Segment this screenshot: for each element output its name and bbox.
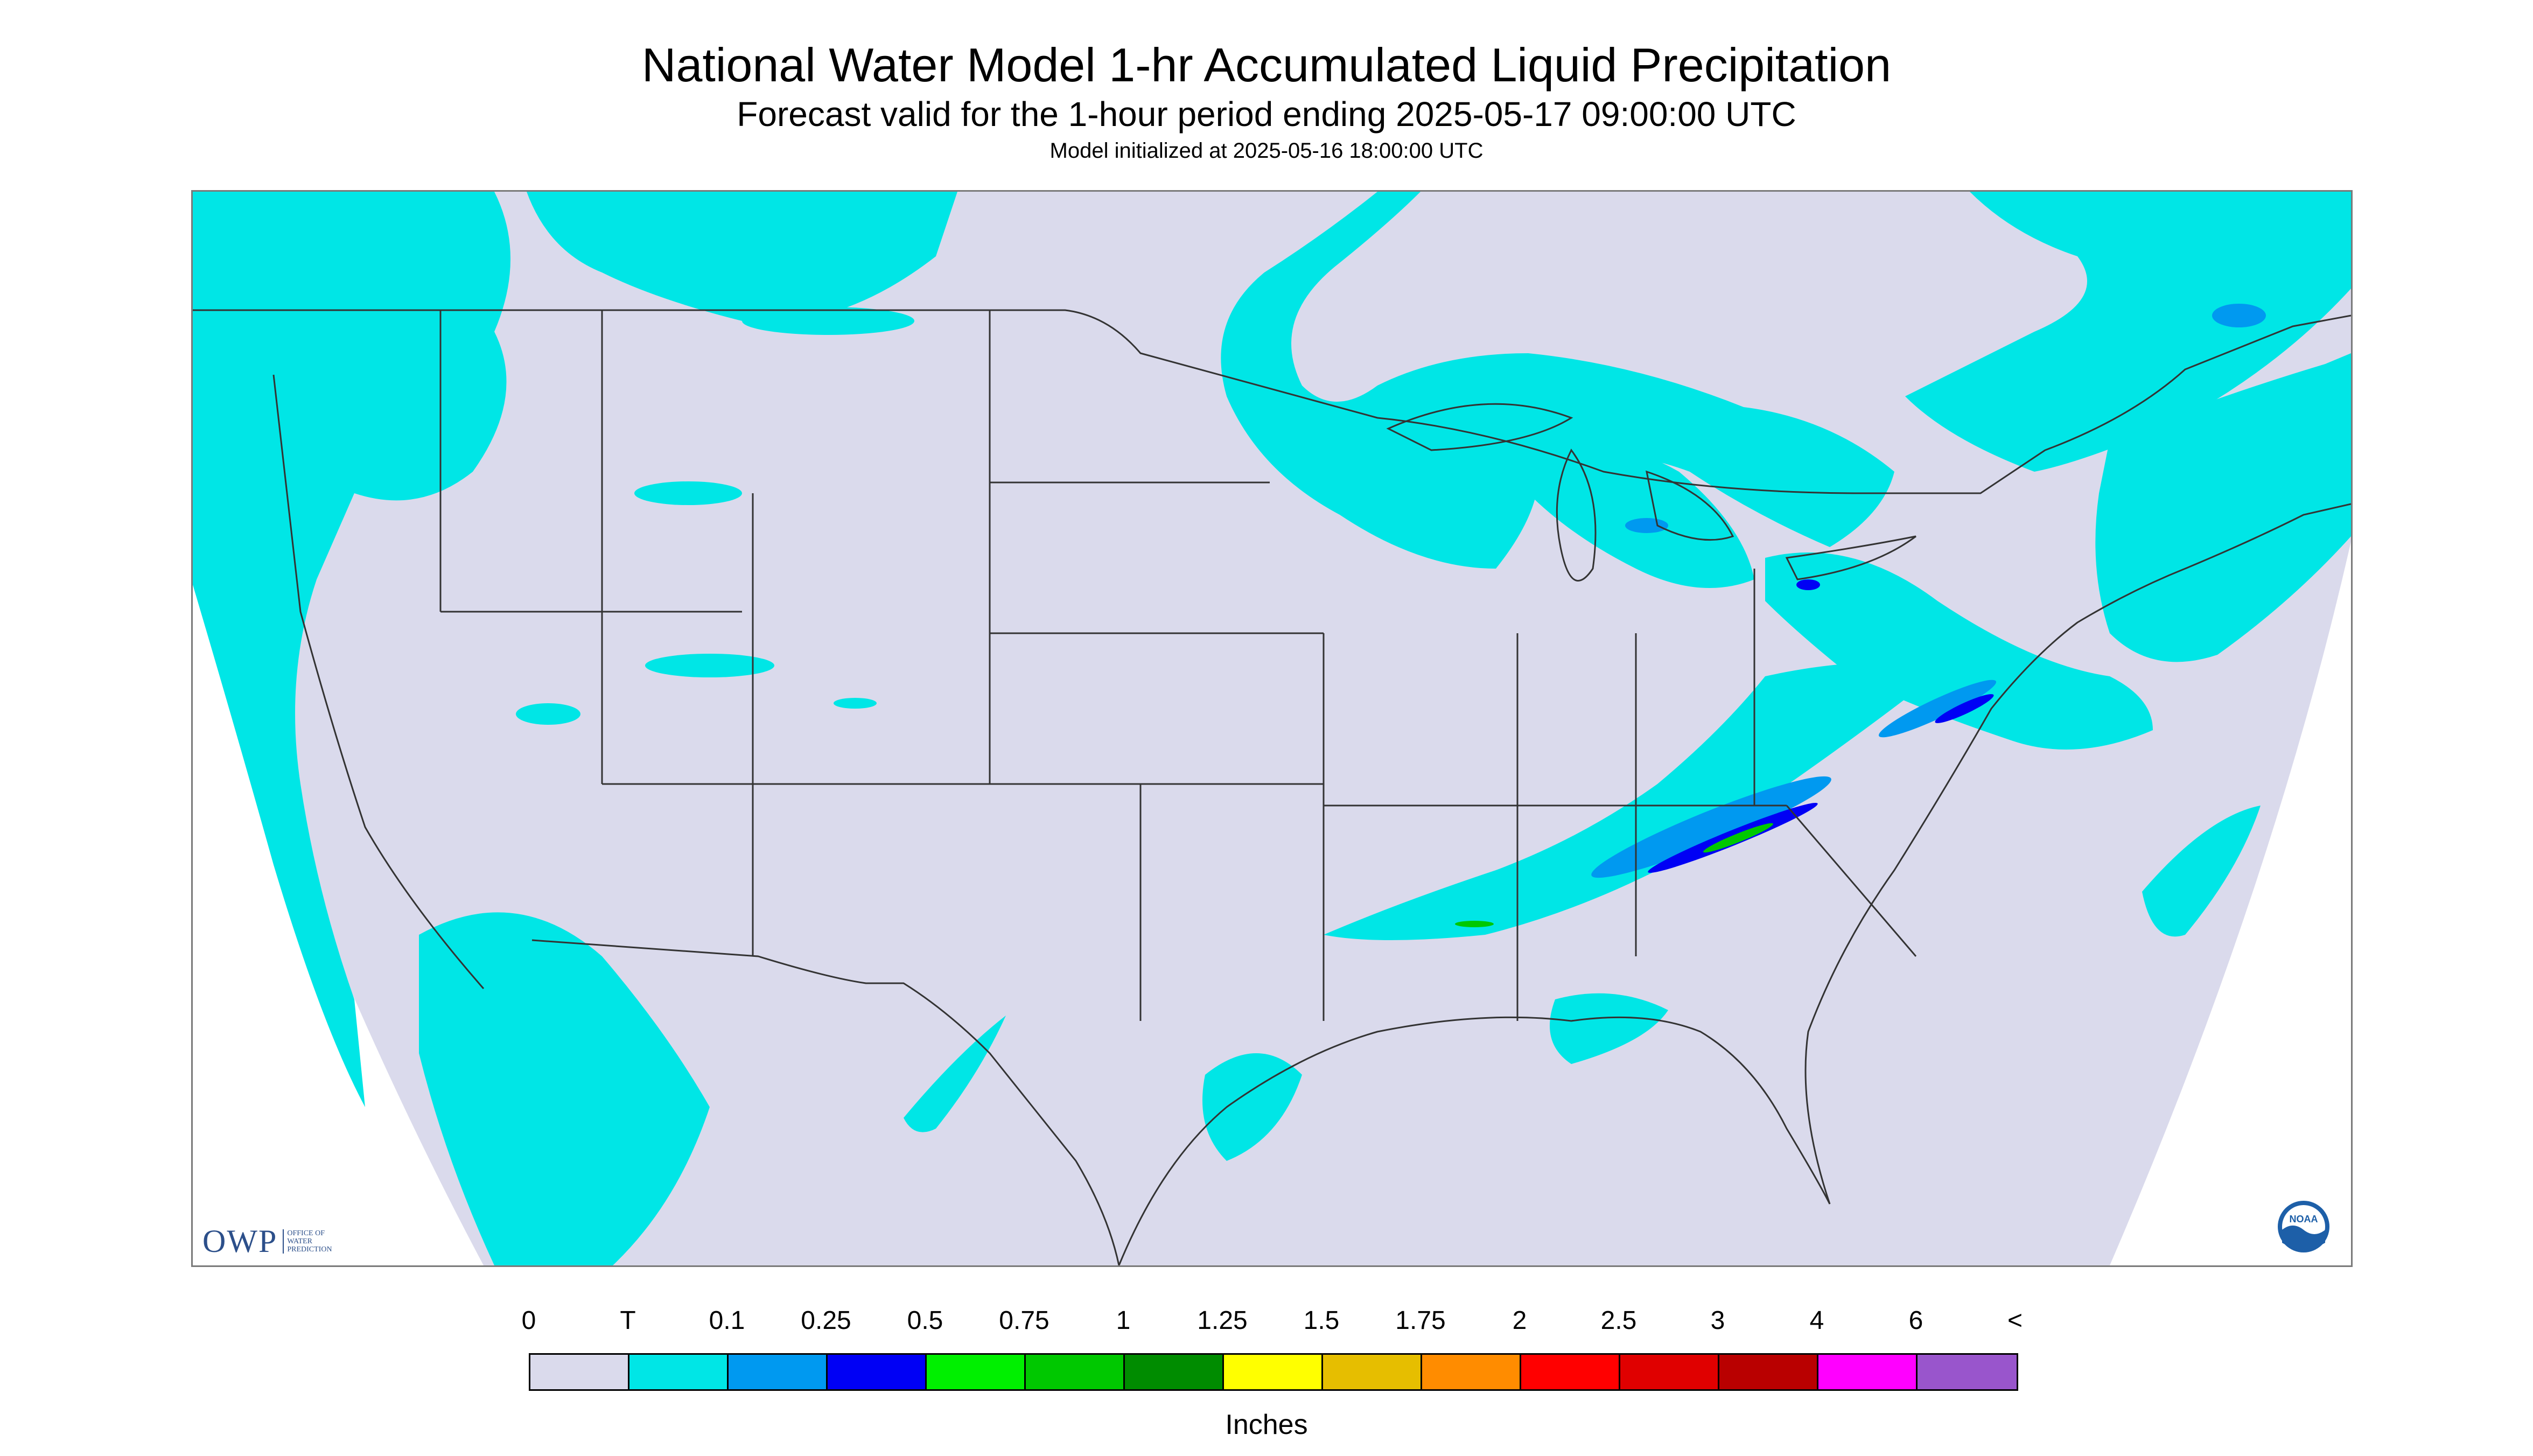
northeast-canada-precip — [1905, 192, 2351, 472]
legend-label: 0.25 — [801, 1306, 851, 1335]
legend-swatch — [828, 1355, 927, 1389]
michigan-precip — [1528, 443, 1754, 588]
legend-labels: 0 T 0.1 0.25 0.5 0.75 1 1.25 1.5 1.75 2 2.5 3 4 6 < — [522, 1306, 2023, 1338]
texas-coast-precip — [1202, 1053, 1302, 1161]
colorado-precip — [645, 654, 774, 677]
legend-swatch — [1125, 1355, 1224, 1389]
legend-swatch — [1224, 1355, 1323, 1389]
montana-precip — [742, 307, 914, 335]
legend-swatch — [1719, 1355, 1818, 1389]
michigan-light-core — [1625, 518, 1668, 533]
legend-label: 2 — [1512, 1306, 1527, 1335]
mexico-border — [531, 939, 1120, 1265]
lake-moderate-core — [1796, 579, 1820, 590]
state-line-central — [990, 481, 1325, 1021]
map-subtitle: Forecast valid for the 1-hour period end… — [737, 95, 1796, 134]
legend-swatch — [1620, 1355, 1719, 1389]
mississippi-heavy-core — [1455, 921, 1494, 927]
idaho-precip — [634, 481, 742, 505]
legend-label: 1.25 — [1197, 1306, 1248, 1335]
gulf-coast-precip — [1550, 993, 1668, 1064]
legend-label: 4 — [1809, 1306, 1824, 1335]
trace-precip-areas — [193, 192, 2351, 1265]
southeast-heavy-core — [1703, 823, 1773, 853]
legend-swatch — [1422, 1355, 1521, 1389]
legend-label: 1.75 — [1395, 1306, 1446, 1335]
legend-label: 0 — [521, 1306, 536, 1335]
nebraska-precip — [834, 698, 877, 709]
legend-label: 2.5 — [1600, 1306, 1637, 1335]
noaa-logo: NOAA — [2278, 1201, 2329, 1252]
legend-label: 0.1 — [709, 1306, 745, 1335]
northern-plains-precip — [527, 192, 957, 323]
heavy-precip-areas — [1455, 823, 1773, 927]
state-line-west — [439, 310, 991, 956]
legend-color-bar — [529, 1353, 2018, 1391]
legend-units: Inches — [1225, 1409, 1308, 1440]
legend-swatch — [1818, 1355, 1918, 1389]
legend-label: 3 — [1710, 1306, 1725, 1335]
great-lakes-swirl — [1065, 192, 1894, 569]
legend-label: 0.5 — [907, 1306, 943, 1335]
legend-swatch — [1323, 1355, 1422, 1389]
noaa-logo-text: NOAA — [2290, 1214, 2318, 1224]
baja-offshore-precip — [419, 912, 710, 1265]
gulf-coast — [1118, 1016, 1831, 1265]
state-line-east — [1324, 569, 1917, 1021]
owp-logo-letters: OWP — [202, 1223, 278, 1259]
appalachian-light-core — [1591, 776, 1831, 878]
legend-label: 6 — [1908, 1306, 1923, 1335]
pacific-northwest-precip — [193, 192, 510, 1107]
legend-label: 1.5 — [1303, 1306, 1340, 1335]
canada-border — [193, 309, 2351, 494]
mid-atlantic-light-core — [1878, 680, 1997, 738]
legend-swatch — [1918, 1355, 2017, 1389]
legend-swatch — [927, 1355, 1026, 1389]
map-svg — [193, 192, 2351, 1265]
quebec-light-core — [2212, 304, 2266, 327]
legend-swatch — [1026, 1355, 1125, 1389]
legend-swatch — [729, 1355, 828, 1389]
atlantic-offshore-precip — [2142, 806, 2261, 937]
legend-label: 1 — [1116, 1306, 1131, 1335]
owp-logo-subtext: OFFICE OF WATER PREDICTION — [283, 1229, 332, 1254]
utah-precip — [516, 703, 580, 725]
owp-logo: OWP OFFICE OF WATER PREDICTION — [202, 1223, 332, 1260]
mid-atlantic-precip — [1765, 552, 2153, 750]
geographic-borders — [193, 309, 2351, 1265]
owp-line-3: PREDICTION — [287, 1245, 332, 1254]
legend-swatch — [629, 1355, 729, 1389]
new-england-precip — [2095, 353, 2351, 662]
legend-label: T — [620, 1306, 636, 1335]
atlantic-coast — [1804, 503, 2351, 1205]
model-init-line: Model initialized at 2025-05-16 18:00:00… — [1049, 139, 1484, 163]
legend-swatch — [530, 1355, 629, 1389]
owp-line-1: OFFICE OF — [287, 1229, 325, 1237]
west-coast — [272, 374, 485, 989]
legend-swatch — [1521, 1355, 1620, 1389]
legend-label: < — [2007, 1306, 2023, 1335]
legend-label: 0.75 — [999, 1306, 1049, 1335]
great-lakes-outline — [1386, 403, 1916, 582]
maryland-moderate-core — [1935, 694, 1994, 723]
owp-line-2: WATER — [287, 1237, 313, 1245]
map-title: National Water Model 1-hr Accumulated Li… — [641, 38, 1892, 92]
precipitation-map: OWP OFFICE OF WATER PREDICTION NOAA — [191, 190, 2353, 1267]
